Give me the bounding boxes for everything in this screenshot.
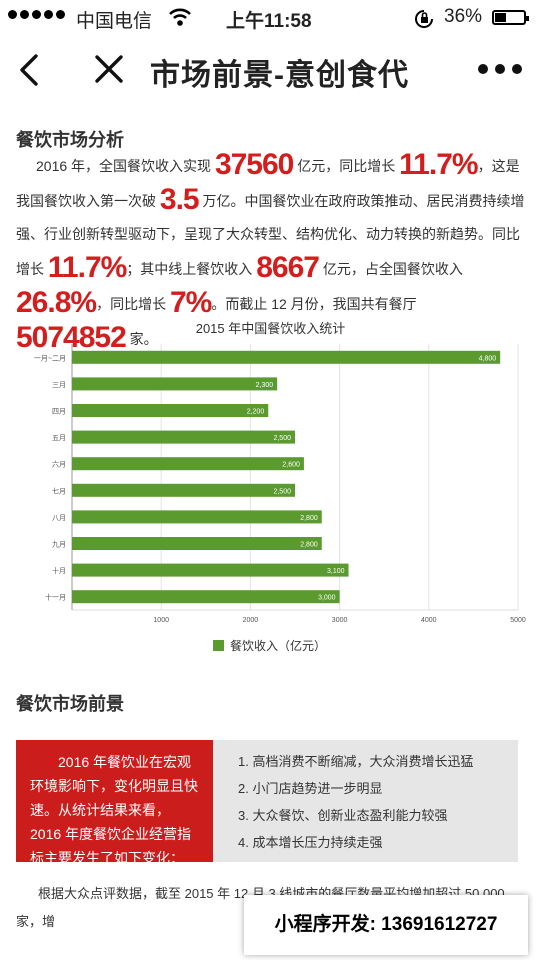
x-tick-label: 1000 [153, 617, 169, 624]
battery-icon [492, 10, 529, 25]
status-bar: 中国电信 上午11:58 36% [0, 0, 541, 36]
paragraph-text: 2016 年，全国餐饮收入实现 [36, 158, 215, 174]
outlook-box: 2016 年餐饮业在宏观环境影响下，变化明显且快速。从统计结果来看，2016 年… [16, 740, 518, 866]
bar [72, 563, 349, 577]
x-tick-label: 5000 [510, 617, 526, 624]
section-heading-analysis: 餐饮市场分析 [16, 130, 124, 150]
bar [72, 430, 295, 444]
paragraph-text: ；其中线上餐饮收入 [126, 261, 257, 277]
bar [72, 350, 501, 364]
bar-value-label: 2,800 [300, 515, 318, 522]
highlight-number: 26.8% [16, 286, 97, 319]
paragraph-text: 亿元，占全国餐饮收入 [318, 261, 463, 277]
chart-title: 2015 年中国餐饮收入统计 [195, 321, 346, 336]
bar-value-label: 2,200 [247, 409, 265, 416]
outlook-summary: 2016 年餐饮业在宏观环境影响下，变化明显且快速。从统计结果来看，2016 年… [16, 740, 213, 866]
paragraph-text: 。而截止 12 月份，我国共有餐厅 [211, 296, 417, 312]
bar [72, 537, 322, 550]
bar-value-label: 4,800 [479, 355, 497, 362]
legend-label: 餐饮收入（亿元） [230, 638, 326, 653]
bar [72, 590, 340, 604]
bar [72, 457, 304, 471]
y-tick-label: 三月 [52, 381, 66, 389]
bar [72, 483, 295, 497]
bar [72, 404, 269, 417]
y-tick-label: 一月~二月 [34, 354, 66, 362]
back-icon[interactable] [14, 50, 48, 90]
bar-value-label: 3,100 [327, 568, 345, 575]
paragraph-text: ，同比增长 [96, 296, 170, 312]
paragraph-text: ，这是我国餐饮收入第一次破 [16, 158, 520, 209]
clock-time: 上午11:58 [226, 11, 312, 32]
legend-swatch [213, 640, 224, 651]
y-tick-label: 七月 [52, 486, 66, 495]
outlook-points: 1. 高档消费不断缩减，大众消费增长迅猛 2. 小门店趋势进一步明显 3. 大众… [238, 748, 473, 856]
page-title: 市场前景-意创食代 [150, 59, 409, 92]
highlight-number: 37560 [214, 148, 294, 181]
paragraph-text: 万亿。中国餐饮业在政府政策推动、居民消费持续增强、行业创新转型驱动下，呈现了大众… [16, 193, 525, 277]
x-tick-label: 4000 [421, 617, 437, 624]
signal-strength-icon [8, 10, 65, 19]
paragraph-text: 亿元，同比增长 [293, 158, 400, 174]
more-options-icon[interactable] [478, 64, 522, 74]
y-tick-label: 六月 [52, 460, 66, 469]
outlook-point: 4. 成本增长压力持续走强 [238, 835, 383, 850]
chart-canvas: 1000 2000 3000 4000 5000 一月~二月 4,800 三月 2,300 四月 2… [34, 344, 526, 653]
highlight-number: 3.5 [159, 183, 200, 216]
bar [72, 510, 322, 524]
y-tick-label: 四月 [52, 408, 66, 416]
revenue-bar-chart: 2015 年中国餐饮收入统计 1000 2000 3000 4000 5000 一月~二月… [0, 310, 541, 660]
y-tick-label: 十一月 [45, 593, 66, 602]
bar-value-label: 2,500 [273, 435, 291, 442]
developer-contact-banner[interactable]: 小程序开发: 13691612727 [244, 895, 528, 955]
bar-value-label: 3,000 [318, 595, 336, 602]
outlook-point: 3. 大众餐饮、创新业态盈利能力较强 [238, 808, 448, 823]
battery-percent: 36% [444, 6, 483, 27]
y-tick-label: 八月 [52, 514, 66, 522]
y-tick-label: 十月 [52, 566, 66, 575]
bar-value-label: 2,600 [282, 462, 300, 469]
rotation-lock-icon [413, 8, 435, 35]
x-tick-label: 3000 [332, 617, 348, 624]
outlook-point: 2. 小门店趋势进一步明显 [238, 781, 383, 796]
x-tick-label: 2000 [243, 617, 259, 624]
bar [72, 377, 278, 391]
wifi-icon [168, 6, 192, 33]
paragraph-text: 家。 [125, 331, 158, 347]
highlight-number: 8667 [256, 251, 320, 284]
bar-value-label: 2,300 [256, 382, 274, 389]
analysis-paragraph: 2016 年，全国餐饮收入实现 37560 亿元，同比增长 11.7%，这是我国… [16, 148, 526, 356]
carrier-name: 中国电信 [76, 11, 153, 32]
nav-bar: 市场前景-意创食代 [0, 36, 541, 106]
highlight-number: 7% [169, 286, 212, 319]
y-tick-label: 九月 [52, 540, 66, 549]
close-icon[interactable] [92, 52, 126, 86]
bar-value-label: 2,800 [300, 542, 318, 549]
bar-value-label: 2,500 [273, 488, 291, 495]
outlook-point: 1. 高档消费不断缩减，大众消费增长迅猛 [238, 754, 474, 769]
highlight-number: 11.7% [47, 251, 127, 284]
y-tick-label: 五月 [52, 434, 66, 442]
highlight-number: 11.7% [399, 148, 478, 181]
section-heading-outlook: 餐饮市场前景 [16, 694, 124, 714]
highlight-number: 5074852 [16, 321, 127, 354]
